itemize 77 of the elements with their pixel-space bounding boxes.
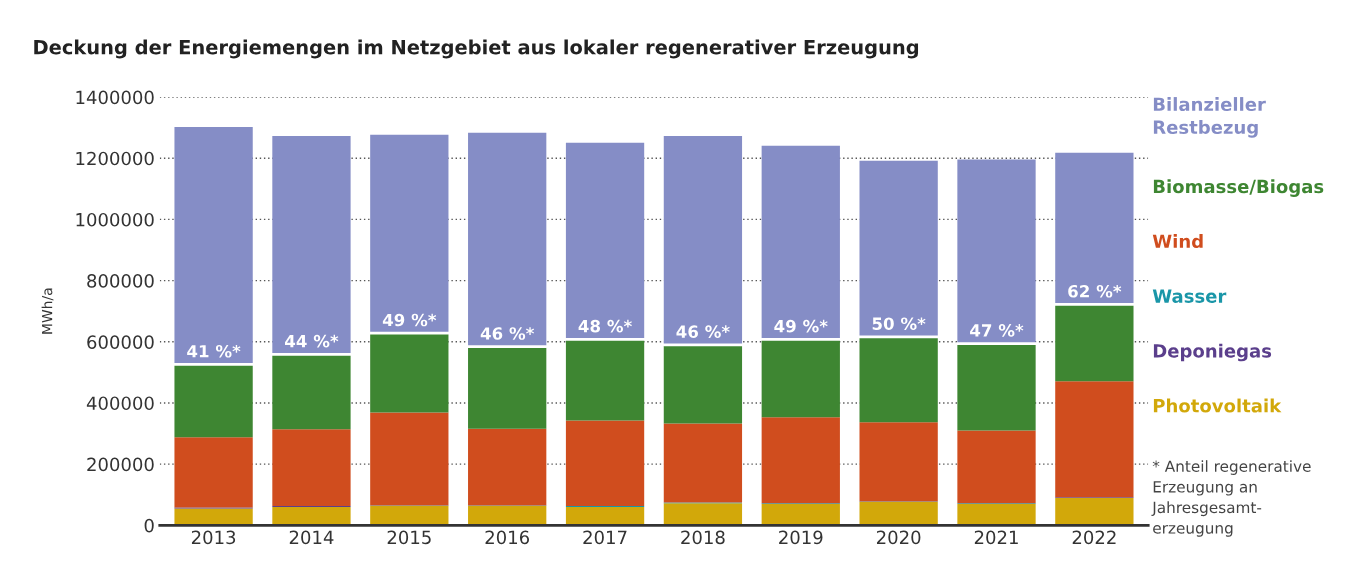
annotation: 44 %* — [285, 334, 339, 348]
annotation: 46 %* — [676, 325, 730, 338]
annotation: 49 %* — [774, 319, 828, 333]
x-tick-label: 2018 — [681, 530, 725, 545]
bar — [565, 506, 645, 526]
chart-title: Deckung der Energiemengen im Netzgebiet aus lokaler regenerativer Erzeugung — [34, 39, 919, 59]
x-tick-label: 2021 — [974, 530, 1018, 545]
text: * Anteil regenerative Erzeugung an Jahresgesamt- erzeugung — [1151, 460, 1311, 537]
bar — [859, 160, 938, 337]
bar — [663, 344, 743, 424]
bar — [272, 135, 351, 355]
bar — [859, 422, 938, 502]
x-tick-label: 2014 — [289, 530, 334, 545]
bar — [761, 503, 840, 526]
bar — [663, 503, 743, 526]
bar — [1055, 304, 1134, 382]
text: Deponiegas — [1153, 343, 1272, 362]
y-tick-label: 200000 — [87, 457, 154, 472]
text: Photovoltaik — [1153, 398, 1282, 413]
y-tick-label: 1200000 — [76, 151, 154, 166]
annotation: 41 %* — [187, 344, 241, 358]
annotation: 47 %* — [970, 324, 1024, 337]
bar — [468, 132, 547, 347]
bar — [859, 502, 938, 526]
annotation: 62 %* — [1068, 284, 1122, 298]
bar — [957, 159, 1036, 344]
bar — [957, 430, 1036, 504]
x-tick-label: 2017 — [583, 530, 627, 545]
bar — [1055, 152, 1134, 305]
bar — [859, 336, 938, 423]
bar — [957, 503, 1036, 526]
x-tick-label: 2015 — [387, 530, 431, 545]
x-tick-label: 2016 — [485, 530, 530, 545]
annotation: 46 %* — [480, 327, 535, 340]
bar — [272, 354, 351, 430]
bar — [174, 127, 253, 365]
y-tick-label: 400000 — [86, 396, 154, 411]
bar — [761, 339, 840, 418]
bar — [272, 506, 351, 526]
series-label: Bilanzieller Restbezug — [1153, 97, 1266, 138]
bar — [174, 437, 253, 508]
bar — [370, 506, 449, 526]
annotation: 49 %* — [382, 313, 437, 327]
y-tick-label: 600000 — [87, 335, 154, 349]
bar — [468, 428, 547, 506]
bar — [761, 417, 840, 504]
y-axis-title: MWh/a — [41, 288, 54, 334]
bar — [468, 506, 547, 526]
bar — [1055, 498, 1134, 526]
annotation: 48 %* — [578, 319, 632, 333]
text: Biomasse/Biogas — [1153, 179, 1324, 197]
y-tick-label: 800000 — [87, 274, 154, 288]
x-tick-label: 2013 — [191, 530, 236, 545]
bar — [761, 145, 840, 340]
bar — [174, 508, 253, 526]
bar — [565, 142, 645, 340]
bar — [272, 429, 351, 507]
annotation: 50 %* — [872, 317, 926, 330]
bar — [370, 333, 449, 413]
bar — [468, 346, 547, 429]
bar — [957, 343, 1036, 431]
text: Wasser — [1152, 289, 1227, 303]
bar — [663, 135, 743, 345]
bar — [565, 339, 645, 421]
text: Wind — [1152, 234, 1203, 249]
bar — [663, 423, 743, 503]
bar — [370, 412, 449, 506]
bar — [370, 134, 449, 334]
bar — [565, 420, 645, 507]
y-tick-label: 0 — [144, 518, 154, 533]
x-tick-label: 2020 — [876, 530, 921, 545]
bar — [174, 364, 253, 438]
x-tick-label: 2019 — [779, 530, 823, 545]
y-tick-label: 1000000 — [76, 212, 154, 227]
x-tick-label: 2022 — [1072, 530, 1116, 545]
y-tick-label: 1400000 — [76, 90, 154, 105]
bar — [1055, 381, 1134, 498]
